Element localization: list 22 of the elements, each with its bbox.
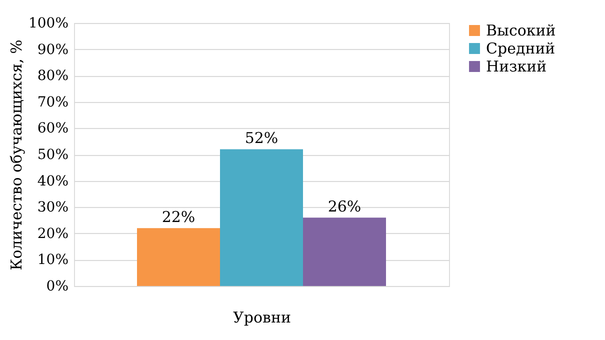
y-tick-label: 100% xyxy=(28,16,68,32)
y-tick-label: 0% xyxy=(46,278,68,294)
y-tick-label: 80% xyxy=(37,68,68,84)
data-label: 26% xyxy=(328,198,362,216)
x-axis-title: Уровни xyxy=(233,308,291,326)
y-tick-label: 30% xyxy=(37,200,68,216)
bar xyxy=(137,228,220,286)
y-tick-label: 20% xyxy=(37,226,68,242)
y-tick-label: 70% xyxy=(37,94,68,110)
y-tick-label: 60% xyxy=(37,120,68,137)
y-tick-label: 90% xyxy=(37,42,68,58)
y-tick-label: 10% xyxy=(37,252,68,268)
legend-label: Низкий xyxy=(486,58,547,76)
y-tick-label: 50% xyxy=(37,147,68,163)
data-label: 52% xyxy=(244,129,278,148)
y-tick-label: 40% xyxy=(37,173,68,190)
legend-label: Высокий xyxy=(486,22,556,40)
y-axis-title: Количество обучающихся, % xyxy=(7,40,26,270)
bar xyxy=(303,218,386,286)
data-label: 22% xyxy=(162,208,196,226)
legend-label: Средний xyxy=(486,40,556,58)
bar xyxy=(220,149,303,286)
